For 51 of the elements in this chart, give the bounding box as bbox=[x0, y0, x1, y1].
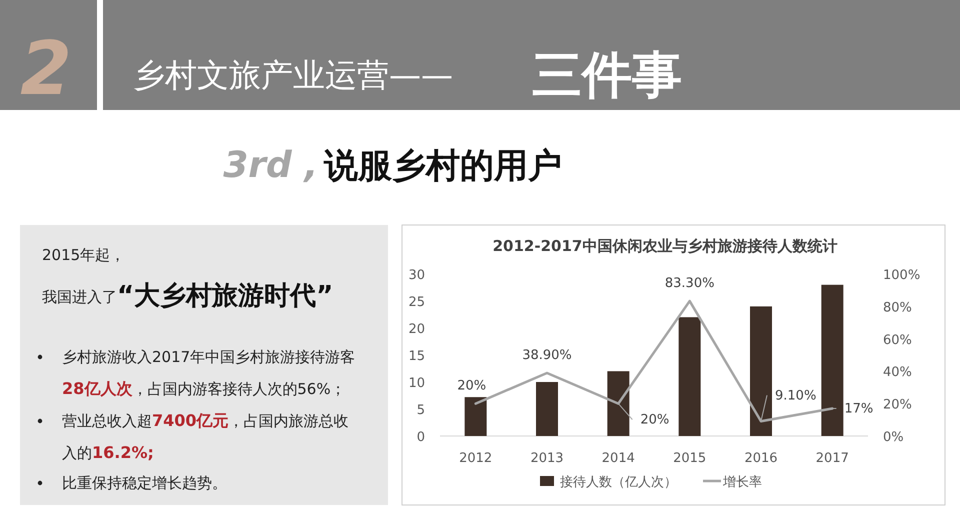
y-tick-label: 30 bbox=[408, 268, 425, 283]
x-tick-label: 2013 bbox=[530, 451, 564, 466]
text: 营业总收入超 bbox=[62, 412, 152, 430]
x-tick-label: 2012 bbox=[459, 451, 492, 466]
bar bbox=[678, 317, 701, 436]
y-tick-label: 20 bbox=[408, 322, 425, 337]
text: 16.2%; bbox=[92, 443, 154, 462]
y-tick-label: 0 bbox=[416, 430, 425, 445]
text: 三件事 bbox=[532, 46, 682, 104]
y2-tick-label: 40% bbox=[883, 365, 912, 380]
bar bbox=[607, 371, 630, 436]
bar bbox=[536, 382, 558, 436]
data-label: 9.10% bbox=[775, 388, 816, 404]
y2-tick-label: 20% bbox=[883, 398, 912, 413]
chart-title: 2012-2017中国休闲农业与乡村旅游接待人数统计 bbox=[492, 237, 838, 255]
x-tick-label: 2016 bbox=[744, 451, 778, 466]
text: 2 bbox=[20, 26, 72, 112]
text: 乡村文旅产业运营—— bbox=[133, 56, 453, 94]
y-tick-label: 25 bbox=[408, 295, 425, 310]
text: 2015年起， bbox=[42, 246, 126, 264]
text: 说服乡村的用户 bbox=[323, 146, 562, 186]
y2-tick-label: 60% bbox=[883, 332, 912, 348]
data-label: 38.90% bbox=[522, 348, 572, 363]
y2-tick-label: 0% bbox=[883, 430, 904, 445]
x-tick-label: 2017 bbox=[816, 451, 849, 466]
text: 入的 bbox=[62, 444, 92, 462]
legend-label: 接待人数（亿人次） bbox=[560, 475, 677, 490]
data-label: 17% bbox=[844, 401, 874, 416]
bar bbox=[821, 284, 844, 436]
text: 28亿人次 bbox=[62, 379, 134, 398]
data-label: 20% bbox=[457, 378, 486, 394]
bar bbox=[750, 306, 772, 436]
text: “大乡村旅游时代” bbox=[117, 281, 334, 311]
x-tick-label: 2014 bbox=[602, 451, 635, 466]
text: 3rd , bbox=[223, 145, 318, 186]
text: 乡村旅游收入2017年中国乡村旅游接待游客 bbox=[62, 348, 356, 366]
data-label: 83.30% bbox=[664, 276, 714, 292]
y-tick-label: 5 bbox=[416, 403, 425, 418]
text: 我国进入了 bbox=[42, 288, 117, 306]
text: 比重保持稳定增长趋势。 bbox=[62, 474, 227, 492]
bar bbox=[464, 397, 487, 436]
text: ，占国内旅游总收 bbox=[228, 412, 349, 430]
x-tick-label: 2015 bbox=[673, 451, 706, 466]
data-label: 20% bbox=[640, 412, 670, 428]
y-tick-label: 10 bbox=[408, 376, 425, 391]
legend-label: 增长率 bbox=[722, 474, 762, 490]
y2-tick-label: 80% bbox=[883, 300, 912, 316]
text: 7400亿元 bbox=[152, 411, 229, 430]
y-tick-label: 15 bbox=[408, 349, 425, 364]
y2-tick-label: 100% bbox=[883, 268, 920, 283]
text: ，占国内游客接待人次的56%； bbox=[132, 380, 346, 398]
